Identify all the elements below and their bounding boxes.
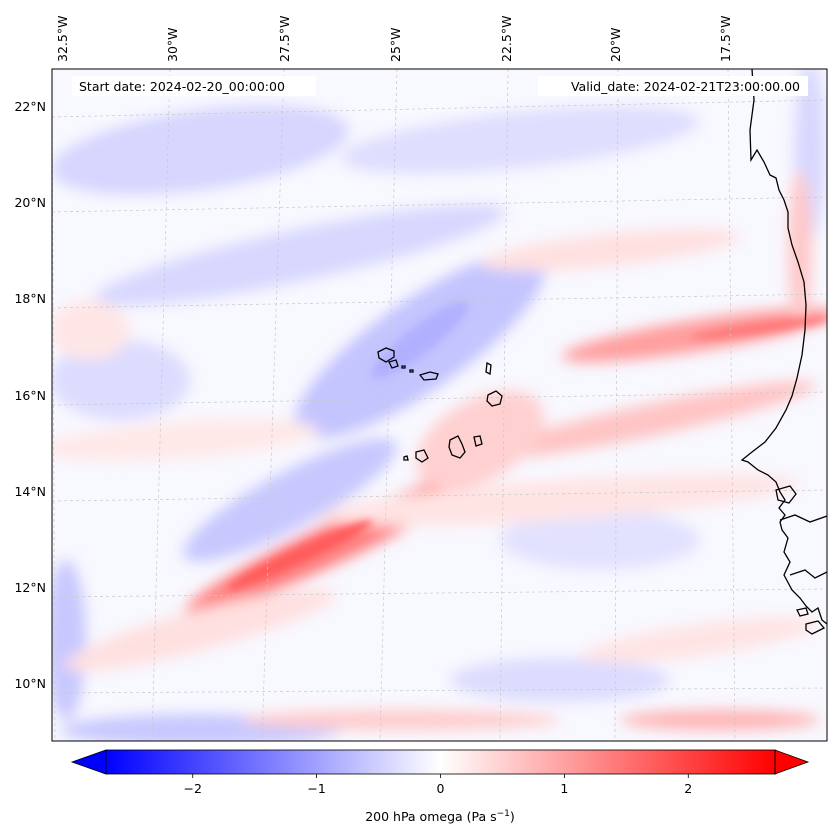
colorbar-label-close: ): [510, 809, 515, 824]
colorbar-label-text: 200 hPa omega (Pa s: [365, 809, 496, 824]
lat-label: 14°N: [14, 484, 46, 499]
colorbar-tick-label: −2: [184, 781, 202, 796]
latitude-labels: 22°N 20°N 18°N 16°N 14°N 12°N 10°N: [14, 99, 46, 691]
colorbar-tick-label: 2: [684, 781, 692, 796]
colorbar-extend-max: [775, 750, 808, 774]
omega-neg-patch: [450, 658, 670, 702]
lon-label: 20°W: [608, 27, 623, 62]
colorbar: −2 −1 0 1 2 200 hPa omega (Pa s−1): [72, 750, 808, 824]
lon-label: 30°W: [165, 27, 180, 62]
lat-label: 12°N: [14, 580, 46, 595]
lon-label: 22.5°W: [499, 16, 514, 62]
start-date-text: Start date: 2024-02-20_00:00:00: [79, 79, 285, 94]
lon-label: 32.5°W: [55, 16, 70, 62]
colorbar-gradient: [106, 750, 775, 774]
lat-label: 22°N: [14, 99, 46, 114]
longitude-labels: 32.5°W 30°W 27.5°W 25°W 22.5°W 20°W 17.5…: [55, 16, 733, 62]
lat-label: 10°N: [14, 676, 46, 691]
omega-pos-patch: [620, 710, 820, 730]
figure-canvas: Start date: 2024-02-20_00:00:00 Valid_da…: [0, 0, 837, 839]
lon-label: 27.5°W: [277, 16, 292, 62]
colorbar-extend-min: [72, 750, 106, 774]
omega-pos-patch: [240, 710, 560, 730]
omega-pos-patch: [788, 170, 812, 330]
lon-label: 17.5°W: [718, 16, 733, 62]
lon-label: 25°W: [388, 27, 403, 62]
colorbar-tick-label: 1: [560, 781, 568, 796]
lat-label: 16°N: [14, 388, 46, 403]
omega-pos-patch: [50, 300, 130, 360]
lat-label: 18°N: [14, 291, 46, 306]
colorbar-ticks: −2 −1 0 1 2: [184, 774, 693, 796]
valid-date-text: Valid_date: 2024-02-21T23:00:00.00: [571, 79, 800, 94]
colorbar-label-unit-exponent: −1: [497, 809, 510, 819]
colorbar-label: 200 hPa omega (Pa s−1): [365, 809, 515, 824]
colorbar-tick-label: −1: [307, 781, 325, 796]
colorbar-tick-label: 0: [437, 781, 445, 796]
lat-label: 20°N: [14, 195, 46, 210]
map-panel: Start date: 2024-02-20_00:00:00 Valid_da…: [39, 60, 837, 746]
